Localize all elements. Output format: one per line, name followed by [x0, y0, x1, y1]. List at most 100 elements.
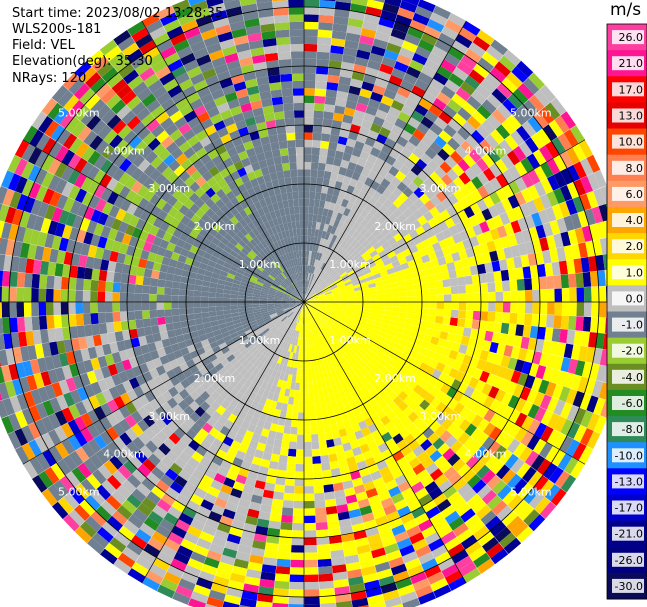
radar-gate: [585, 347, 596, 363]
radar-gate: [149, 193, 161, 206]
radar-gate: [271, 315, 279, 321]
radar-gate: [524, 349, 535, 363]
radar-gate: [142, 132, 156, 146]
radar-gate: [266, 276, 275, 282]
radar-gate: [290, 329, 295, 338]
radar-gate: [539, 145, 553, 162]
radar-gate: [199, 203, 210, 214]
radar-gate: [579, 393, 592, 411]
radar-gate: [470, 389, 482, 402]
radar-gate: [497, 484, 513, 500]
radar-gate: [239, 314, 247, 320]
radar-gate: [173, 165, 186, 177]
radar-gate: [553, 315, 562, 329]
radar-gate: [87, 180, 100, 195]
radar-gate: [365, 105, 378, 116]
radar-gate: [397, 380, 408, 391]
radar-gate: [495, 187, 508, 202]
radar-gate: [386, 549, 402, 562]
radar-gate: [177, 254, 187, 264]
radar-gate: [34, 151, 49, 169]
radar-gate: [402, 551, 418, 564]
radar-gate: [304, 316, 307, 325]
radar-gate: [315, 81, 327, 90]
radar-gate: [311, 282, 316, 290]
radar-gate: [435, 413, 448, 426]
radar-gate: [304, 353, 308, 361]
radar-gate: [336, 90, 349, 100]
radar-gate: [377, 150, 389, 162]
radar-gate: [333, 391, 341, 401]
radar-gate: [288, 320, 293, 328]
radar-gate: [143, 268, 153, 278]
radar-gate: [316, 277, 322, 285]
radar-gate: [260, 307, 268, 312]
radar-gate: [239, 385, 248, 395]
radar-gate: [211, 358, 221, 367]
radar-gate: [317, 229, 323, 238]
radar-gate: [267, 306, 276, 310]
radar-gate: [155, 228, 166, 239]
radar-gate: [311, 154, 320, 163]
radar-gate: [160, 135, 174, 149]
radar-gate: [558, 260, 568, 275]
radar-gate: [210, 203, 220, 214]
radar-gate: [304, 537, 317, 546]
radar-gate: [270, 285, 278, 290]
radar-gate: [476, 198, 488, 212]
radar-gate: [317, 292, 325, 296]
radar-gate: [403, 72, 418, 85]
radar-gate: [524, 137, 539, 154]
radar-gate: [271, 369, 278, 378]
radar-gate: [528, 514, 546, 532]
radar-gate: [342, 442, 352, 452]
radar-gate: [183, 59, 199, 72]
radar-gate: [345, 341, 354, 349]
radar-gate: [328, 354, 335, 363]
radar-gate: [219, 327, 229, 334]
radar-gate: [239, 376, 248, 386]
radar-gate: [548, 466, 564, 484]
radar-gate: [324, 231, 331, 240]
radar-gate: [435, 231, 446, 242]
radar-gate: [211, 272, 220, 280]
radar-gate: [281, 299, 290, 302]
radar-gate: [322, 263, 329, 272]
radar-gate: [343, 353, 351, 362]
radar-gate: [366, 361, 376, 370]
radar-gate: [163, 512, 179, 526]
radar-gate: [156, 130, 170, 144]
radar-gate: [312, 463, 322, 472]
radar-gate: [371, 366, 381, 375]
radar-gate: [311, 302, 319, 304]
radar-gate: [529, 325, 539, 339]
radar-gate: [73, 241, 84, 255]
radar-gate: [460, 54, 478, 70]
radar-gate: [251, 432, 261, 443]
radar-gate: [421, 65, 437, 79]
radar-gate: [330, 287, 339, 292]
radar-gate: [465, 180, 478, 194]
radar-gate: [374, 561, 391, 573]
radar-gate: [377, 293, 385, 299]
radar-gate: [203, 556, 220, 569]
radar-gate: [381, 354, 391, 363]
radar-gate: [330, 226, 337, 235]
radar-gate: [89, 135, 104, 151]
radar-gate: [90, 313, 99, 325]
radar-gate: [150, 105, 166, 119]
radar-gate: [332, 292, 341, 296]
radar-gate: [310, 322, 315, 330]
radar-gate: [90, 279, 99, 292]
radar-gate: [351, 263, 360, 270]
radar-gate: [146, 472, 161, 486]
radar-gate: [128, 377, 140, 390]
radar-gate: [435, 401, 448, 414]
radar-gate: [54, 263, 64, 277]
radar-gate: [199, 192, 211, 203]
radar-gate: [300, 360, 304, 369]
radar-gate: [324, 491, 336, 500]
radar-gate: [252, 367, 260, 377]
radar-gate: [384, 232, 394, 242]
radar-gate: [304, 272, 306, 280]
